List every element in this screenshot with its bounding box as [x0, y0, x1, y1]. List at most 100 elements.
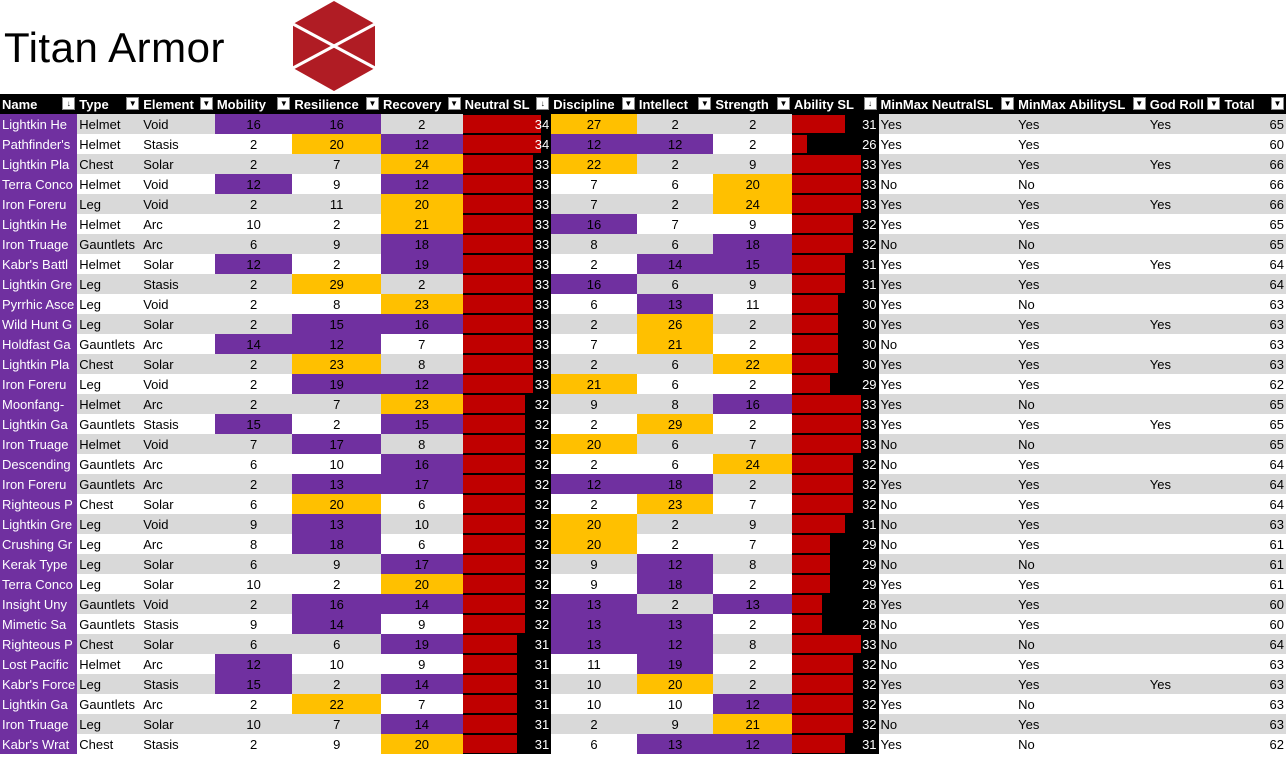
- cell-strength[interactable]: 2: [713, 374, 792, 394]
- cell-ability-sl[interactable]: 29: [791, 574, 879, 594]
- cell-name[interactable]: Crushing Gr: [0, 534, 78, 554]
- cell-strength[interactable]: 2: [713, 314, 792, 334]
- cell-element[interactable]: Solar: [141, 314, 215, 334]
- cell-god-roll[interactable]: [1147, 374, 1223, 394]
- cell-element[interactable]: Arc: [141, 654, 215, 674]
- cell-strength[interactable]: 9: [713, 514, 792, 534]
- cell-minmax-abilitysl[interactable]: Yes: [1016, 574, 1148, 594]
- cell-intellect[interactable]: 2: [636, 594, 714, 614]
- cell-recovery[interactable]: 15: [380, 414, 463, 434]
- cell-intellect[interactable]: 20: [636, 674, 714, 694]
- cell-ability-sl[interactable]: 32: [791, 454, 879, 474]
- cell-god-roll[interactable]: [1147, 134, 1223, 154]
- cell-mobility[interactable]: 15: [214, 414, 293, 434]
- cell-mobility[interactable]: 12: [214, 654, 293, 674]
- cell-discipline[interactable]: 22: [551, 154, 637, 174]
- cell-neutral-sl[interactable]: 34: [462, 114, 552, 134]
- cell-resilience[interactable]: 14: [292, 614, 381, 634]
- cell-minmax-abilitysl[interactable]: No: [1016, 554, 1148, 574]
- cell-type[interactable]: Gauntlets: [77, 454, 142, 474]
- cell-type[interactable]: Leg: [77, 374, 142, 394]
- cell-name[interactable]: Moonfang-: [0, 394, 78, 414]
- cell-intellect[interactable]: 12: [636, 554, 714, 574]
- cell-minmax-neutralsl[interactable]: Yes: [878, 414, 1017, 434]
- cell-total[interactable]: 65: [1222, 394, 1286, 414]
- cell-mobility[interactable]: 12: [214, 174, 293, 194]
- cell-neutral-sl[interactable]: 32: [462, 554, 552, 574]
- column-header-neutral-sl[interactable]: Neutral SL ↓: [462, 94, 552, 114]
- cell-type[interactable]: Chest: [77, 354, 142, 374]
- cell-resilience[interactable]: 2: [292, 214, 381, 234]
- cell-minmax-neutralsl[interactable]: Yes: [878, 374, 1017, 394]
- cell-resilience[interactable]: 12: [292, 334, 381, 354]
- cell-minmax-abilitysl[interactable]: No: [1016, 634, 1148, 654]
- cell-recovery[interactable]: 12: [380, 374, 463, 394]
- cell-discipline[interactable]: 7: [551, 174, 637, 194]
- cell-god-roll[interactable]: [1147, 574, 1223, 594]
- cell-strength[interactable]: 11: [713, 294, 792, 314]
- cell-type[interactable]: Gauntlets: [77, 414, 142, 434]
- cell-discipline[interactable]: 20: [551, 534, 637, 554]
- cell-mobility[interactable]: 2: [214, 594, 293, 614]
- cell-name[interactable]: Lightkin Pla: [0, 154, 78, 174]
- cell-mobility[interactable]: 16: [214, 114, 293, 134]
- cell-god-roll[interactable]: Yes: [1147, 194, 1223, 214]
- cell-intellect[interactable]: 21: [636, 334, 714, 354]
- cell-total[interactable]: 60: [1222, 134, 1286, 154]
- cell-recovery[interactable]: 23: [380, 394, 463, 414]
- cell-total[interactable]: 64: [1222, 254, 1286, 274]
- cell-ability-sl[interactable]: 31: [791, 274, 879, 294]
- cell-minmax-abilitysl[interactable]: No: [1016, 394, 1148, 414]
- cell-discipline[interactable]: 2: [551, 414, 637, 434]
- cell-neutral-sl[interactable]: 33: [462, 174, 552, 194]
- cell-discipline[interactable]: 7: [551, 334, 637, 354]
- cell-type[interactable]: Helmet: [77, 394, 142, 414]
- cell-intellect[interactable]: 29: [636, 414, 714, 434]
- cell-discipline[interactable]: 6: [551, 734, 637, 754]
- cell-recovery[interactable]: 6: [380, 534, 463, 554]
- cell-type[interactable]: Helmet: [77, 434, 142, 454]
- cell-god-roll[interactable]: [1147, 714, 1223, 734]
- filter-dropdown-icon[interactable]: ▼: [277, 97, 291, 110]
- cell-recovery[interactable]: 20: [380, 734, 463, 754]
- cell-element[interactable]: Stasis: [141, 674, 215, 694]
- cell-god-roll[interactable]: [1147, 434, 1223, 454]
- cell-ability-sl[interactable]: 28: [791, 594, 879, 614]
- cell-resilience[interactable]: 2: [292, 414, 381, 434]
- cell-discipline[interactable]: 16: [551, 214, 637, 234]
- cell-god-roll[interactable]: [1147, 214, 1223, 234]
- cell-type[interactable]: Helmet: [77, 254, 142, 274]
- cell-ability-sl[interactable]: 32: [791, 654, 879, 674]
- column-header-total[interactable]: Total ▼: [1222, 94, 1286, 114]
- cell-name[interactable]: Lightkin Ga: [0, 694, 78, 714]
- cell-strength[interactable]: 2: [713, 674, 792, 694]
- cell-intellect[interactable]: 6: [636, 454, 714, 474]
- cell-god-roll[interactable]: Yes: [1147, 674, 1223, 694]
- cell-intellect[interactable]: 18: [636, 474, 714, 494]
- cell-element[interactable]: Arc: [141, 474, 215, 494]
- cell-resilience[interactable]: 7: [292, 394, 381, 414]
- cell-element[interactable]: Solar: [141, 714, 215, 734]
- cell-type[interactable]: Helmet: [77, 114, 142, 134]
- cell-god-roll[interactable]: [1147, 634, 1223, 654]
- cell-ability-sl[interactable]: 33: [791, 174, 879, 194]
- cell-neutral-sl[interactable]: 32: [462, 574, 552, 594]
- cell-minmax-neutralsl[interactable]: Yes: [878, 294, 1017, 314]
- cell-discipline[interactable]: 2: [551, 314, 637, 334]
- cell-type[interactable]: Helmet: [77, 134, 142, 154]
- cell-minmax-neutralsl[interactable]: Yes: [878, 394, 1017, 414]
- filter-dropdown-icon[interactable]: ▼: [621, 97, 635, 110]
- cell-strength[interactable]: 8: [713, 554, 792, 574]
- filter-dropdown-icon[interactable]: ▼: [1132, 97, 1146, 110]
- cell-minmax-abilitysl[interactable]: Yes: [1016, 654, 1148, 674]
- cell-minmax-neutralsl[interactable]: Yes: [878, 574, 1017, 594]
- cell-type[interactable]: Leg: [77, 194, 142, 214]
- cell-mobility[interactable]: 2: [214, 274, 293, 294]
- cell-ability-sl[interactable]: 33: [791, 394, 879, 414]
- cell-minmax-neutralsl[interactable]: No: [878, 454, 1017, 474]
- cell-minmax-abilitysl[interactable]: Yes: [1016, 134, 1148, 154]
- cell-element[interactable]: Stasis: [141, 614, 215, 634]
- cell-discipline[interactable]: 20: [551, 514, 637, 534]
- cell-minmax-abilitysl[interactable]: Yes: [1016, 414, 1148, 434]
- cell-god-roll[interactable]: [1147, 174, 1223, 194]
